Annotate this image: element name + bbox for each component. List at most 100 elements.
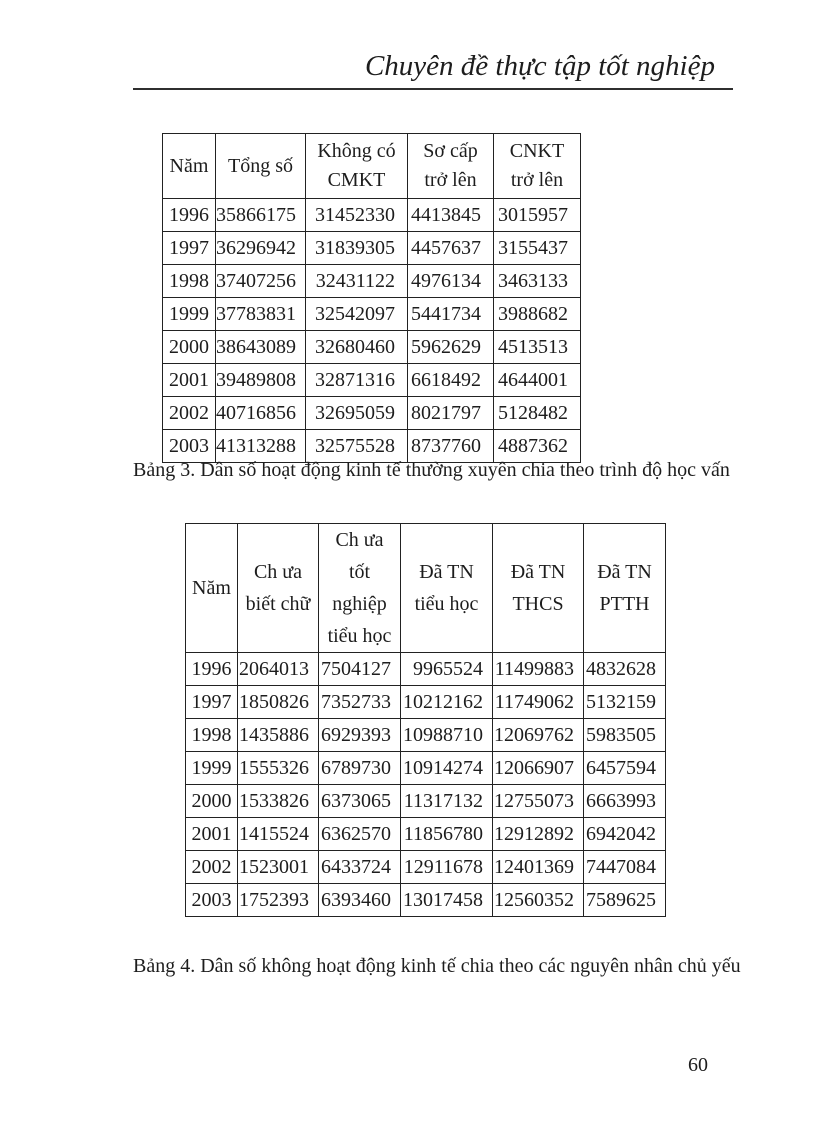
value-cell: 11856780 [400,817,493,851]
value-cell: 3015957 [493,198,581,232]
col-header-so-cap-tro-len: Sơ cấp trở lên [407,133,494,199]
value-cell: 4832628 [583,652,666,686]
year-cell: 2000 [162,330,216,364]
value-cell: 9965524 [400,652,493,686]
value-cell: 1415524 [237,817,319,851]
value-cell: 6373065 [318,784,401,818]
table-row: 2002 40716856 32695059 8021797 5128482 [162,396,581,430]
value-cell: 5441734 [407,297,494,331]
value-cell: 4887362 [493,429,581,463]
value-cell: 12912892 [492,817,584,851]
year-cell: 2002 [162,396,216,430]
table-row: 1997 1850826 7352733 10212162 11749062 513215… [185,685,666,719]
year-cell: 1999 [162,297,216,331]
year-cell: 2002 [185,850,238,884]
value-cell: 4644001 [493,363,581,397]
value-cell: 37783831 [215,297,306,331]
value-cell: 7504127 [318,652,401,686]
value-cell: 10212162 [400,685,493,719]
value-cell: 32680460 [305,330,408,364]
table-header-row: Năm Tổng số Không có CMKT Sơ cấp trở lên C… [162,133,581,199]
value-cell: 3155437 [493,231,581,265]
table-row: 1996 2064013 7504127 9965524 11499883 4832628 [185,652,666,686]
value-cell: 6362570 [318,817,401,851]
col-header-da-tn-tieu-hoc: Đã TN tiểu học [400,523,493,653]
year-cell: 2003 [162,429,216,463]
value-cell: 6433724 [318,850,401,884]
value-cell: 37407256 [215,264,306,298]
table-header-row: Năm Ch ưa biết chữ Ch ưa tốt nghiệp tiểu học… [185,523,666,653]
value-cell: 7589625 [583,883,666,917]
value-cell: 7352733 [318,685,401,719]
value-cell: 2064013 [237,652,319,686]
table-row: 2000 38643089 32680460 5962629 4513513 [162,330,581,364]
value-cell: 32542097 [305,297,408,331]
value-cell: 4513513 [493,330,581,364]
value-cell: 10988710 [400,718,493,752]
value-cell: 32695059 [305,396,408,430]
col-header-cnkt-tro-len: CNKT trở lên [493,133,581,199]
value-cell: 6929393 [318,718,401,752]
year-cell: 2001 [185,817,238,851]
value-cell: 36296942 [215,231,306,265]
page-number: 60 [688,1054,708,1076]
table4-header: Năm Ch ưa biết chữ Ch ưa tốt nghiệp tiểu học… [185,523,666,653]
value-cell: 6618492 [407,363,494,397]
value-cell: 7447084 [583,850,666,884]
value-cell: 8737760 [407,429,494,463]
table-row: 2001 39489808 32871316 6618492 4644001 [162,363,581,397]
value-cell: 32871316 [305,363,408,397]
value-cell: 40716856 [215,396,306,430]
value-cell: 6393460 [318,883,401,917]
col-header-nam: Năm [162,133,216,199]
year-cell: 1998 [185,718,238,752]
value-cell: 3463133 [493,264,581,298]
value-cell: 6789730 [318,751,401,785]
table-row: 1998 37407256 32431122 4976134 3463133 [162,264,581,298]
value-cell: 38643089 [215,330,306,364]
col-header-nam: Năm [185,523,238,653]
value-cell: 12911678 [400,850,493,884]
value-cell: 6457594 [583,751,666,785]
year-cell: 1996 [185,652,238,686]
value-cell: 11499883 [492,652,584,686]
col-header-chua-tn-tieu-hoc: Ch ưa tốt nghiệp tiểu học [318,523,401,653]
value-cell: 12401369 [492,850,584,884]
table-row: 2002 1523001 6433724 12911678 12401369 744708… [185,850,666,884]
value-cell: 4976134 [407,264,494,298]
col-header-khong-co-cmkt: Không có CMKT [305,133,408,199]
year-cell: 2000 [185,784,238,818]
value-cell: 11749062 [492,685,584,719]
value-cell: 11317132 [400,784,493,818]
table3-header: Năm Tổng số Không có CMKT Sơ cấp trở lên C… [162,133,581,199]
year-cell: 1996 [162,198,216,232]
table-row: 1996 35866175 31452330 4413845 3015957 [162,198,581,232]
table-row: 2000 1533826 6373065 11317132 12755073 666399… [185,784,666,818]
value-cell: 35866175 [215,198,306,232]
col-header-da-tn-thcs: Đã TN THCS [492,523,584,653]
year-cell: 2001 [162,363,216,397]
col-header-da-tn-ptth: Đã TN PTTH [583,523,666,653]
value-cell: 4457637 [407,231,494,265]
table3-caption: Bảng 3. Dân số hoạt động kinh tế thường … [133,459,730,481]
value-cell: 1523001 [237,850,319,884]
table4-body: 1996 2064013 7504127 9965524 11499883 4832628… [185,652,666,917]
year-cell: 2003 [185,883,238,917]
value-cell: 39489808 [215,363,306,397]
value-cell: 1435886 [237,718,319,752]
value-cell: 3988682 [493,297,581,331]
value-cell: 41313288 [215,429,306,463]
year-cell: 1999 [185,751,238,785]
year-cell: 1998 [162,264,216,298]
value-cell: 1850826 [237,685,319,719]
table-trinh-do-hoc-van: Năm Tổng số Không có CMKT Sơ cấp trở lên C… [162,133,581,463]
table-row: 2003 1752393 6393460 13017458 12560352 758962… [185,883,666,917]
table-khong-hoat-dong-kinh-te: Năm Ch ưa biết chữ Ch ưa tốt nghiệp tiểu học… [185,523,666,917]
table-row: 1999 37783831 32542097 5441734 3988682 [162,297,581,331]
value-cell: 32431122 [305,264,408,298]
year-cell: 1997 [185,685,238,719]
table-row: 1998 1435886 6929393 10988710 12069762 598350… [185,718,666,752]
col-header-chua-biet-chu: Ch ưa biết chữ [237,523,319,653]
value-cell: 5983505 [583,718,666,752]
